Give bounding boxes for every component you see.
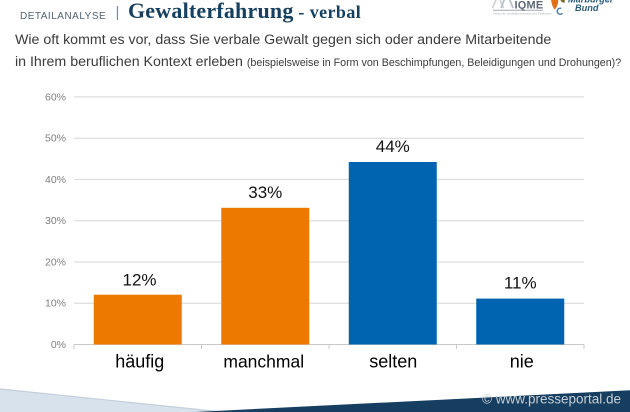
- svg-text:30%: 30%: [45, 215, 66, 227]
- svg-text:Bund: Bund: [575, 3, 599, 13]
- svg-text:40%: 40%: [45, 174, 66, 186]
- svg-text:10%: 10%: [45, 298, 66, 310]
- svg-text:häufig: häufig: [115, 352, 164, 372]
- svg-text:12%: 12%: [122, 271, 156, 290]
- svg-text:11%: 11%: [504, 273, 537, 292]
- svg-text:manchmal: manchmal: [223, 352, 304, 372]
- svg-text:33%: 33%: [248, 183, 282, 202]
- svg-text:20%: 20%: [45, 257, 66, 269]
- svg-text:60%: 60%: [45, 91, 66, 103]
- svg-text:Marburger: Marburger: [568, 0, 614, 4]
- svg-text:44%: 44%: [376, 137, 410, 156]
- svg-text:0%: 0%: [51, 339, 66, 351]
- svg-text:50%: 50%: [45, 133, 66, 145]
- svg-text:nie: nie: [510, 352, 534, 372]
- svg-text:© www.presseportal.de: © www.presseportal.de: [482, 392, 621, 407]
- svg-text:selten: selten: [369, 352, 417, 372]
- svg-text:Institut für Qualitätsmessung: Institut für Qualitätsmessung und Evalua…: [493, 11, 552, 15]
- svg-text:IQME: IQME: [515, 0, 544, 12]
